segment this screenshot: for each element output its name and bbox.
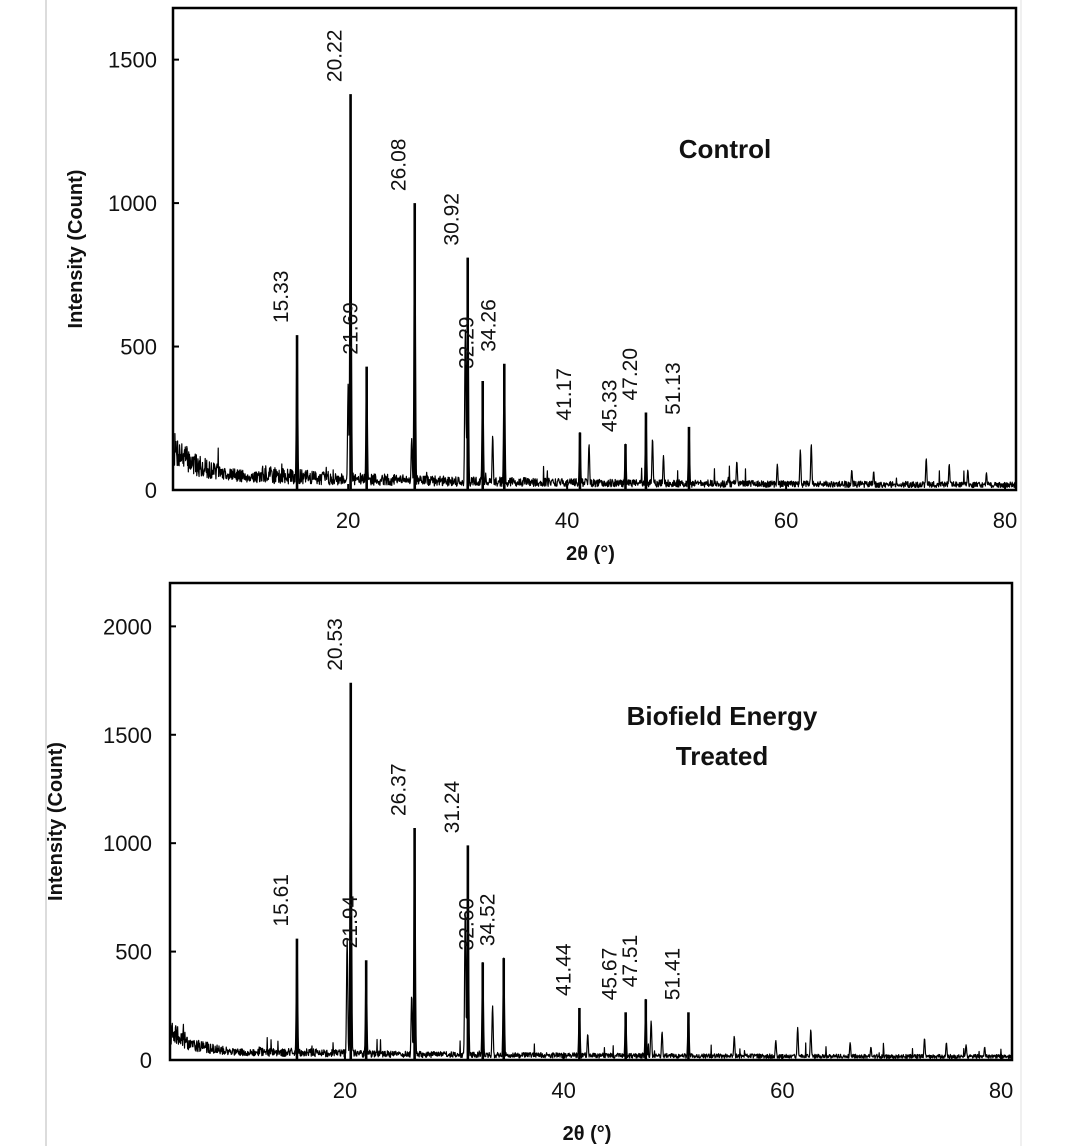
peak-label: 45.67 [599,948,622,1001]
peak-label: 26.37 [388,763,411,816]
y-tick-label: 1500 [103,723,152,748]
peak-label: 21.94 [339,895,362,948]
plot-frame [168,581,1014,1062]
x-tick-label: 40 [551,1078,575,1103]
plot-frame [171,6,1018,492]
panel-title-line: Treated [676,741,769,771]
y-tick-label: 1000 [108,191,157,216]
y-tick-label: 2000 [103,614,152,639]
peak-label: 47.51 [619,935,642,988]
peak-label: 32.29 [456,316,479,369]
x-tick-label: 60 [770,1078,794,1103]
y-tick-label: 1500 [108,48,157,73]
peak-label: 20.53 [324,618,347,671]
y-tick-label: 0 [145,478,157,503]
peak-label: 26.08 [388,139,411,192]
y-axis-title: Intensity (Count) [45,742,67,901]
peak-label: 21.69 [340,302,363,355]
x-tick-label: 80 [989,1078,1013,1103]
peak-label: 30.92 [441,193,464,246]
peak-label: 34.26 [477,299,500,352]
y-axis-title: Intensity (Count) [65,170,87,329]
y-tick-label: 500 [115,940,152,965]
panel-title-line: Control [679,134,771,164]
y-tick-label: 0 [140,1048,152,1073]
peak-label: 51.41 [661,948,684,1001]
peak-label: 47.20 [619,348,642,401]
x-tick-label: 40 [555,508,579,533]
y-tick-label: 1000 [103,831,152,856]
peak-label: 41.17 [553,368,576,421]
diffraction-trace [172,104,1017,489]
treated-panel: 0 500 1000 1500 2000 20 40 60 80 2θ (°) Intensity … [45,581,1014,1145]
panel-title-line: Biofield Energy [627,701,818,731]
peak-label: 15.61 [270,874,293,927]
peak-label: 31.24 [441,780,464,833]
peak-label: 15.33 [270,271,293,324]
x-tick-label: 20 [333,1078,357,1103]
diffraction-trace [169,686,1013,1060]
y-tick-label: 500 [120,335,157,360]
x-axis-title: 2θ (°) [566,543,615,565]
peak-label: 34.52 [477,894,500,947]
peak-label: 20.22 [324,30,347,83]
x-tick-label: 80 [993,508,1017,533]
peak-label: 51.13 [662,362,685,415]
peak-label: 41.44 [552,943,575,996]
x-tick-label: 20 [336,508,360,533]
control-panel: 0 500 1000 1500 20 40 60 80 2θ (°) Intensity (Cou… [65,6,1018,565]
x-axis-title: 2θ (°) [563,1123,612,1145]
peak-label: 45.33 [598,380,621,433]
peak-label: 32.60 [456,898,479,951]
x-tick-label: 60 [774,508,798,533]
